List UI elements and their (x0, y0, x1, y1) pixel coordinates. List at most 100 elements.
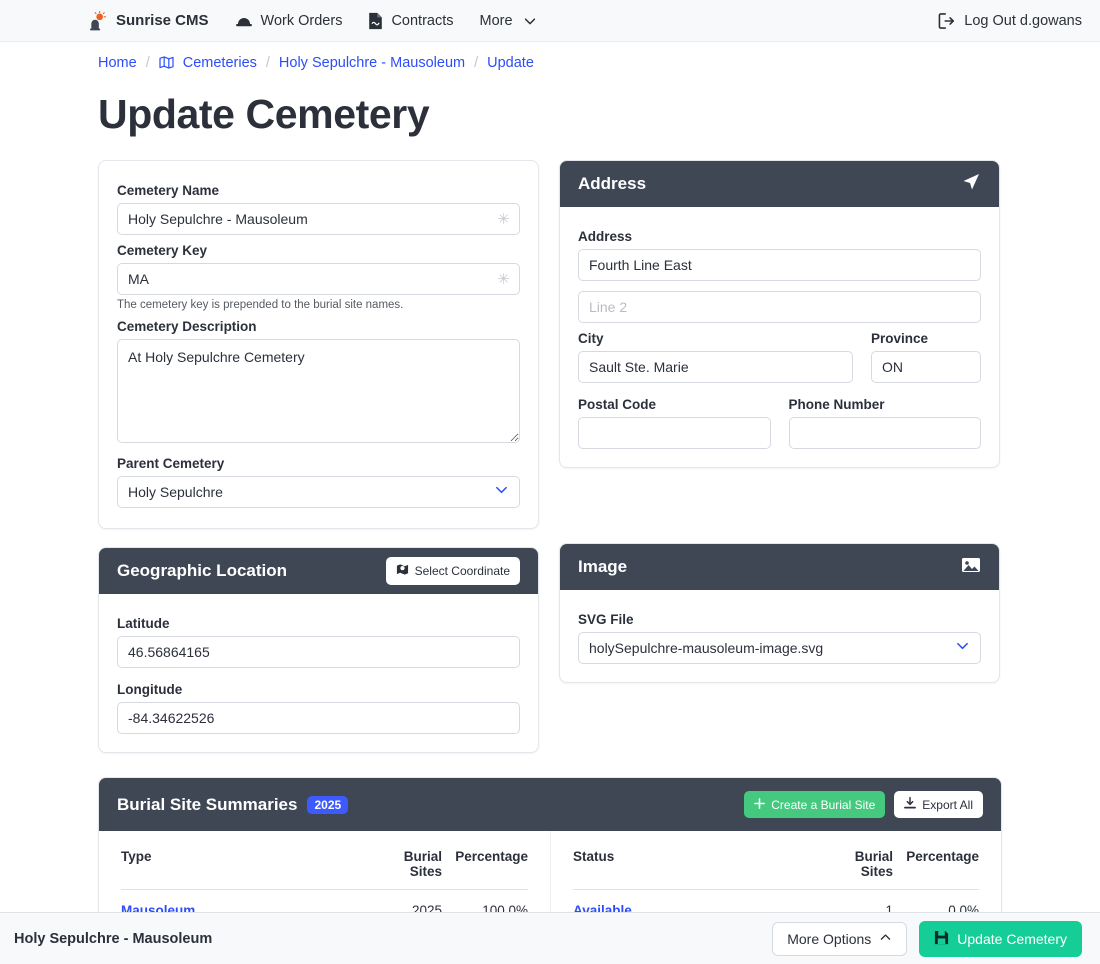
postal-code-label: Postal Code (578, 397, 657, 412)
more-options-label: More Options (787, 930, 872, 947)
summaries-actions: Create a Burial Site Export All (744, 791, 983, 818)
geographic-location-card-header: Geographic Location Select Coordinate (99, 548, 538, 594)
update-cemetery-label: Update Cemetery (957, 930, 1067, 947)
picture-icon[interactable] (961, 556, 981, 579)
download-icon (904, 797, 917, 812)
create-burial-site-label: Create a Burial Site (771, 797, 876, 812)
breadcrumb-separator: / (474, 54, 479, 71)
column-right: Address Address (559, 160, 1000, 468)
breadcrumb-item-cemeteries[interactable]: Cemeteries (159, 54, 257, 71)
phone-number-label: Phone Number (788, 397, 885, 412)
burial-site-summaries-title: Burial Site Summaries (117, 794, 298, 814)
address-card-body: Address City Province (560, 207, 999, 467)
longitude-input[interactable] (117, 702, 520, 734)
chevron-up-icon (879, 931, 892, 947)
status-column-header: Status (573, 849, 615, 864)
postal-code-input[interactable] (578, 417, 771, 449)
breadcrumb-item-update[interactable]: Update (487, 54, 534, 71)
contract-document-icon (368, 12, 383, 30)
burial-sites-column-header: Burial Sites (854, 849, 893, 879)
nav-item-label: Contracts (391, 12, 454, 29)
city-label: City (578, 331, 604, 346)
cemetery-details-card: Cemetery Name ✳ Cemetery Key ✳ The cemet… (98, 160, 539, 529)
breadcrumb: Home / Cemeteries / Holy Sepulchre - Mau… (0, 42, 1100, 77)
address-line2-input[interactable] (578, 291, 981, 323)
burial-site-summaries-title-group: Burial Site Summaries 2025 (117, 794, 349, 815)
address-label: Address (578, 229, 633, 244)
navigation-arrow-icon[interactable] (961, 172, 981, 197)
cemetery-key-field-wrap: ✳ (117, 263, 520, 295)
nav-brand-sunrise-cms[interactable]: Sunrise CMS (88, 10, 209, 31)
svg-file-label: SVG File (578, 612, 634, 627)
hardhat-icon (235, 13, 253, 29)
breadcrumb-separator: / (265, 54, 270, 71)
breadcrumb-item-label: Cemeteries (182, 55, 257, 71)
nav-item-label: More (479, 12, 513, 29)
select-coordinate-button[interactable]: Select Coordinate (385, 557, 520, 585)
column-left: Cemetery Name ✳ Cemetery Key ✳ The cemet… (98, 160, 539, 529)
address-line1-input[interactable] (578, 249, 981, 281)
nav-item-label: Work Orders (260, 12, 343, 29)
cemetery-name-input[interactable] (117, 203, 520, 235)
parent-cemetery-select[interactable]: Holy Sepulchre (117, 476, 520, 508)
province-input[interactable] (871, 351, 981, 383)
cemetery-key-input[interactable] (117, 263, 520, 295)
create-burial-site-button[interactable]: Create a Burial Site (744, 791, 886, 818)
nav-item-contracts[interactable]: Contracts (368, 12, 454, 30)
status-summary-header-row: Status Burial Sites Percentage (573, 845, 979, 890)
latitude-input[interactable] (117, 636, 520, 668)
phone-number-input[interactable] (788, 417, 981, 449)
image-card: Image SVG File (559, 543, 1000, 683)
type-summary-header-row: Type Burial Sites Percentage (121, 845, 528, 890)
select-coordinate-label: Select Coordinate (414, 564, 510, 578)
latitude-label: Latitude (117, 616, 170, 631)
percentage-column-header: Percentage (455, 849, 528, 864)
column-right-2: Image SVG File (559, 543, 1000, 683)
export-all-button[interactable]: Export All (894, 791, 983, 818)
save-disk-icon (934, 930, 949, 948)
image-card-title: Image (578, 557, 628, 576)
burial-sites-column-header: Burial Sites (403, 849, 442, 879)
footer-action-bar: Holy Sepulchre - Mausoleum More Options … (0, 912, 1100, 964)
address-card-header: Address (560, 161, 999, 207)
nav-item-work-orders[interactable]: Work Orders (235, 12, 343, 29)
type-summary-head: Type Burial Sites Percentage (121, 845, 528, 890)
export-all-label: Export All (922, 797, 973, 812)
percentage-column-header: Percentage (906, 849, 979, 864)
footer-record-name: Holy Sepulchre - Mausoleum (14, 930, 213, 947)
cemetery-key-hint: The cemetery key is prepended to the bur… (117, 299, 404, 311)
svg-file-select[interactable]: holySepulchre-mausoleum-image.svg (578, 632, 981, 664)
city-input[interactable] (578, 351, 853, 383)
more-options-button[interactable]: More Options (772, 921, 908, 956)
logout-button[interactable]: Log Out d.gowans (938, 13, 1082, 29)
update-cemetery-button[interactable]: Update Cemetery (919, 920, 1082, 957)
cemetery-key-label: Cemetery Key (117, 243, 208, 258)
address-card-title: Address (578, 174, 647, 193)
top-navigation-bar: Sunrise CMS Work Orders Contracts (0, 0, 1100, 42)
geographic-location-card-title: Geographic Location (117, 561, 288, 580)
cemetery-description-textarea[interactable]: At Holy Sepulchre Cemetery (117, 339, 520, 443)
logout-icon (938, 12, 956, 29)
longitude-label: Longitude (117, 682, 183, 697)
plus-icon (754, 797, 766, 812)
content-wrap: Cemetery Name ✳ Cemetery Key ✳ The cemet… (0, 160, 1100, 964)
siren-logo-icon (88, 10, 108, 31)
breadcrumb-item-home[interactable]: Home (98, 54, 137, 71)
parent-cemetery-label: Parent Cemetery (117, 456, 225, 471)
cemetery-description-label: Cemetery Description (117, 319, 257, 334)
column-left-2: Geographic Location Select Coordinate (98, 547, 539, 753)
row-top: Cemetery Name ✳ Cemetery Key ✳ The cemet… (98, 160, 1002, 529)
map-pin-icon (396, 563, 409, 579)
image-card-header: Image (560, 544, 999, 590)
status-summary-head: Status Burial Sites Percentage (573, 845, 979, 890)
type-column-header: Type (121, 849, 152, 864)
nav-brand-label: Sunrise CMS (116, 12, 209, 29)
nav-item-more[interactable]: More (480, 13, 537, 29)
address-card: Address Address (559, 160, 1000, 468)
chevron-down-icon (523, 14, 537, 28)
geographic-location-card-body: Latitude Longitude (99, 594, 538, 752)
cemetery-name-field-wrap: ✳ (117, 203, 520, 235)
cemetery-name-label: Cemetery Name (117, 183, 220, 198)
breadcrumb-item-cemetery[interactable]: Holy Sepulchre - Mausoleum (278, 54, 466, 71)
